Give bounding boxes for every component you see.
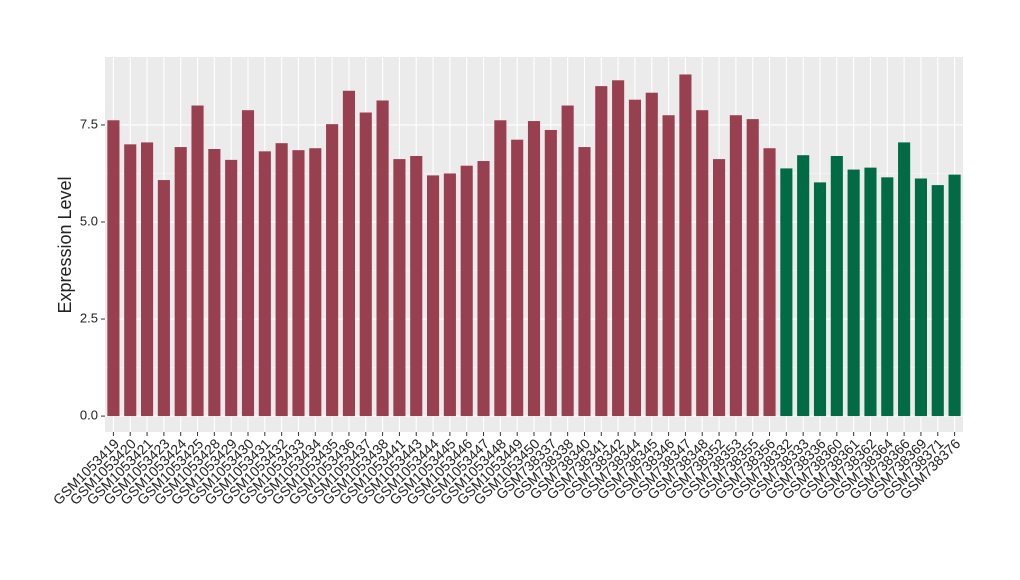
bar [948,174,961,417]
bar [780,168,793,417]
bar [124,144,137,417]
bar [628,99,641,417]
bar [141,142,154,417]
bar [898,142,911,417]
bar [830,155,843,417]
bar [864,167,877,417]
bar [208,149,221,417]
bar [326,124,339,417]
bar [107,120,120,417]
bar [258,151,271,417]
y-tick-label: 2.5 [80,310,98,325]
y-tick-label: 7.5 [80,116,98,131]
bar [376,100,389,417]
bar [191,105,204,417]
bar [393,159,406,417]
bar [696,110,709,417]
bar [477,161,490,417]
bar [729,115,742,417]
bar [813,182,827,417]
bar [847,169,860,417]
bar [527,121,541,417]
bar [881,177,894,417]
bar [578,147,591,417]
bar [225,159,238,417]
bar [511,139,524,417]
y-axis-title: Expression Level [55,176,75,313]
bar [595,86,608,417]
bar [746,119,759,417]
bar [427,175,440,417]
bar [157,180,170,417]
bar [612,80,625,417]
bar [914,178,927,417]
bar [241,110,255,417]
bar [763,148,776,417]
bar [662,115,675,417]
bar [410,155,423,417]
y-tick-label: 5.0 [80,213,98,228]
bar [443,173,456,417]
bar [275,143,288,417]
bar [342,90,355,417]
y-tick-label: 0.0 [80,408,98,423]
bar [292,150,305,417]
bar [561,105,574,417]
bar [679,74,692,417]
bar [309,148,322,417]
bar [797,155,810,417]
bar [359,112,372,417]
bar [494,120,507,417]
bar [174,147,187,417]
bar [713,159,726,417]
bar [460,165,473,417]
bar [931,185,944,417]
bar [544,129,557,417]
bar [645,92,658,417]
